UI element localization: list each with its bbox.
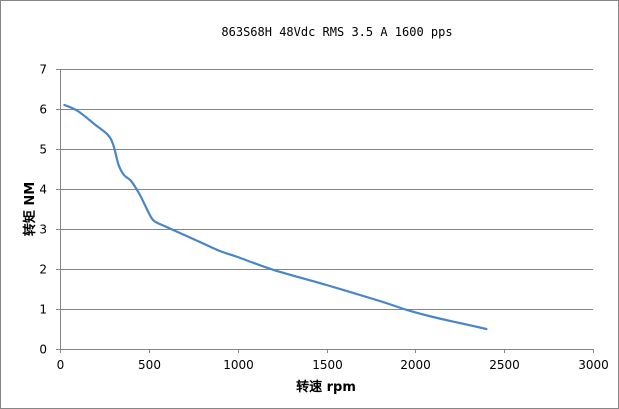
y-tick-labels: 0 1 2 3 4 5 6 7 <box>39 63 47 357</box>
series-layer <box>63 103 488 331</box>
x-tick-label: 0 <box>57 358 65 372</box>
axes <box>56 69 594 353</box>
y-tick-label: 0 <box>39 343 47 357</box>
y-tick-label: 5 <box>39 143 47 157</box>
x-tick-label: 3000 <box>578 358 609 372</box>
y-tick-label: 3 <box>39 223 47 237</box>
y-tick-label: 6 <box>39 103 47 117</box>
series-line-torque <box>63 103 488 331</box>
y-tick-label: 4 <box>39 183 47 197</box>
x-tick-label: 1500 <box>312 358 343 372</box>
chart-title: 863S68H 48Vdc RMS 3.5 A 1600 pps <box>221 25 452 39</box>
x-tick-label: 2000 <box>400 358 431 372</box>
y-tick-label: 1 <box>39 303 47 317</box>
grid-lines <box>60 69 593 310</box>
y-tick-label: 2 <box>39 263 47 277</box>
y-tick-label: 7 <box>39 63 47 77</box>
x-axis-label: 转速 rpm <box>296 379 356 395</box>
x-tick-labels: 0 500 1000 1500 2000 2500 3000 <box>57 358 609 372</box>
x-tick-label: 2500 <box>489 358 520 372</box>
x-tick-label: 500 <box>138 358 161 372</box>
x-tick-label: 1000 <box>223 358 254 372</box>
y-axis-label: 转矩 NM <box>22 182 38 236</box>
